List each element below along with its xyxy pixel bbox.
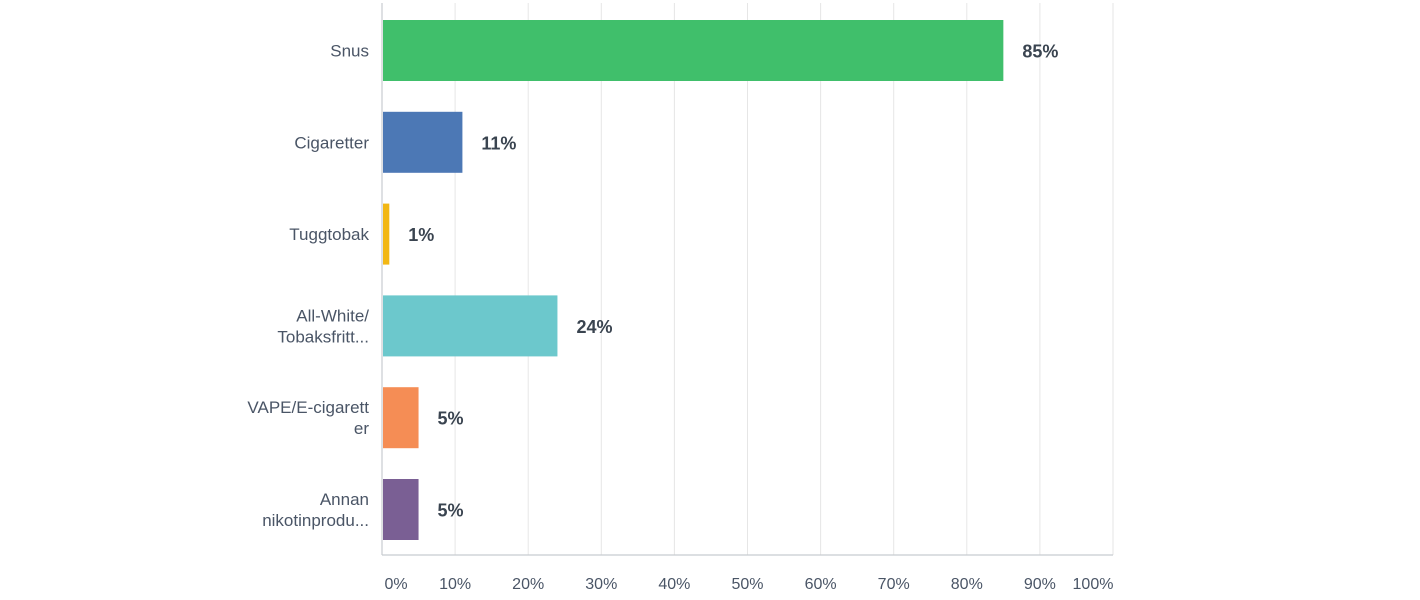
x-tick-label-40: 40% (658, 576, 690, 593)
category-label-1: Cigaretter (294, 133, 369, 152)
bar-3 (383, 295, 558, 357)
value-label-4: 5% (438, 409, 464, 429)
value-label-5: 5% (438, 501, 464, 521)
category-label-4-line-1: er (354, 419, 369, 438)
category-label-5-line-1: nikotinprodu... (262, 511, 369, 530)
x-tick-label-80: 80% (951, 576, 983, 593)
x-tick-label-30: 30% (585, 576, 617, 593)
bar-5 (383, 479, 419, 540)
labels: 0% 10% 20% 30% 40% 50% 60% 70% 80% 90% 100% Snus 85%… (247, 42, 1113, 594)
x-tick-label-10: 10% (439, 576, 471, 593)
category-label-0: Snus (330, 42, 369, 61)
x-tick-label-100: 100% (1073, 576, 1114, 593)
bar-2 (383, 203, 390, 265)
grid-lines (454, 3, 1114, 555)
bar-4 (383, 387, 419, 449)
category-label-5-line-0: Annan (320, 490, 369, 509)
bars (383, 20, 1004, 540)
x-tick-label-0: 0% (384, 576, 407, 593)
x-tick-label-90: 90% (1024, 576, 1056, 593)
value-label-2: 1% (408, 225, 434, 245)
category-label-3-line-1: Tobaksfritt... (277, 327, 369, 346)
value-label-0: 85% (1022, 42, 1058, 62)
category-label-2: Tuggtobak (289, 225, 369, 244)
x-tick-label-70: 70% (878, 576, 910, 593)
value-label-1: 11% (481, 133, 516, 153)
axes (381, 3, 1113, 556)
category-label-4-line-0: VAPE/E-cigarett (247, 398, 369, 417)
category-label-3-line-0: All-White/ (296, 306, 369, 325)
value-label-3: 24% (576, 317, 612, 337)
bar-1 (383, 111, 463, 173)
x-tick-label-20: 20% (512, 576, 544, 593)
x-tick-label-60: 60% (805, 576, 837, 593)
x-tick-label-50: 50% (731, 576, 763, 593)
bar-0 (383, 20, 1004, 81)
